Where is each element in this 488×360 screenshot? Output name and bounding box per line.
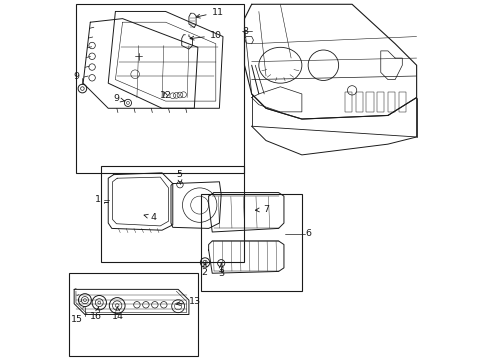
- Text: 8: 8: [242, 27, 248, 36]
- Text: 10: 10: [190, 31, 222, 40]
- Text: 2: 2: [201, 264, 207, 277]
- Bar: [201, 194, 301, 291]
- Text: 15: 15: [71, 315, 82, 324]
- Bar: [387, 92, 394, 112]
- Text: 7: 7: [255, 205, 268, 214]
- Text: 3: 3: [218, 264, 224, 278]
- Text: 1: 1: [95, 195, 101, 204]
- Text: 6: 6: [305, 229, 311, 238]
- Text: 5: 5: [176, 170, 182, 184]
- Bar: [376, 92, 384, 112]
- Bar: [69, 273, 198, 356]
- Bar: [355, 92, 362, 112]
- Text: 16: 16: [90, 307, 102, 321]
- Text: 13: 13: [176, 297, 201, 306]
- Text: 12: 12: [159, 91, 171, 100]
- Text: 9: 9: [73, 72, 79, 81]
- Bar: [398, 92, 405, 112]
- Bar: [76, 4, 244, 173]
- Text: 9: 9: [113, 94, 124, 103]
- Text: 14: 14: [112, 307, 124, 321]
- Text: 4: 4: [144, 213, 156, 222]
- Bar: [101, 166, 244, 262]
- Bar: [344, 92, 351, 112]
- Text: 11: 11: [196, 8, 223, 18]
- Bar: [366, 92, 373, 112]
